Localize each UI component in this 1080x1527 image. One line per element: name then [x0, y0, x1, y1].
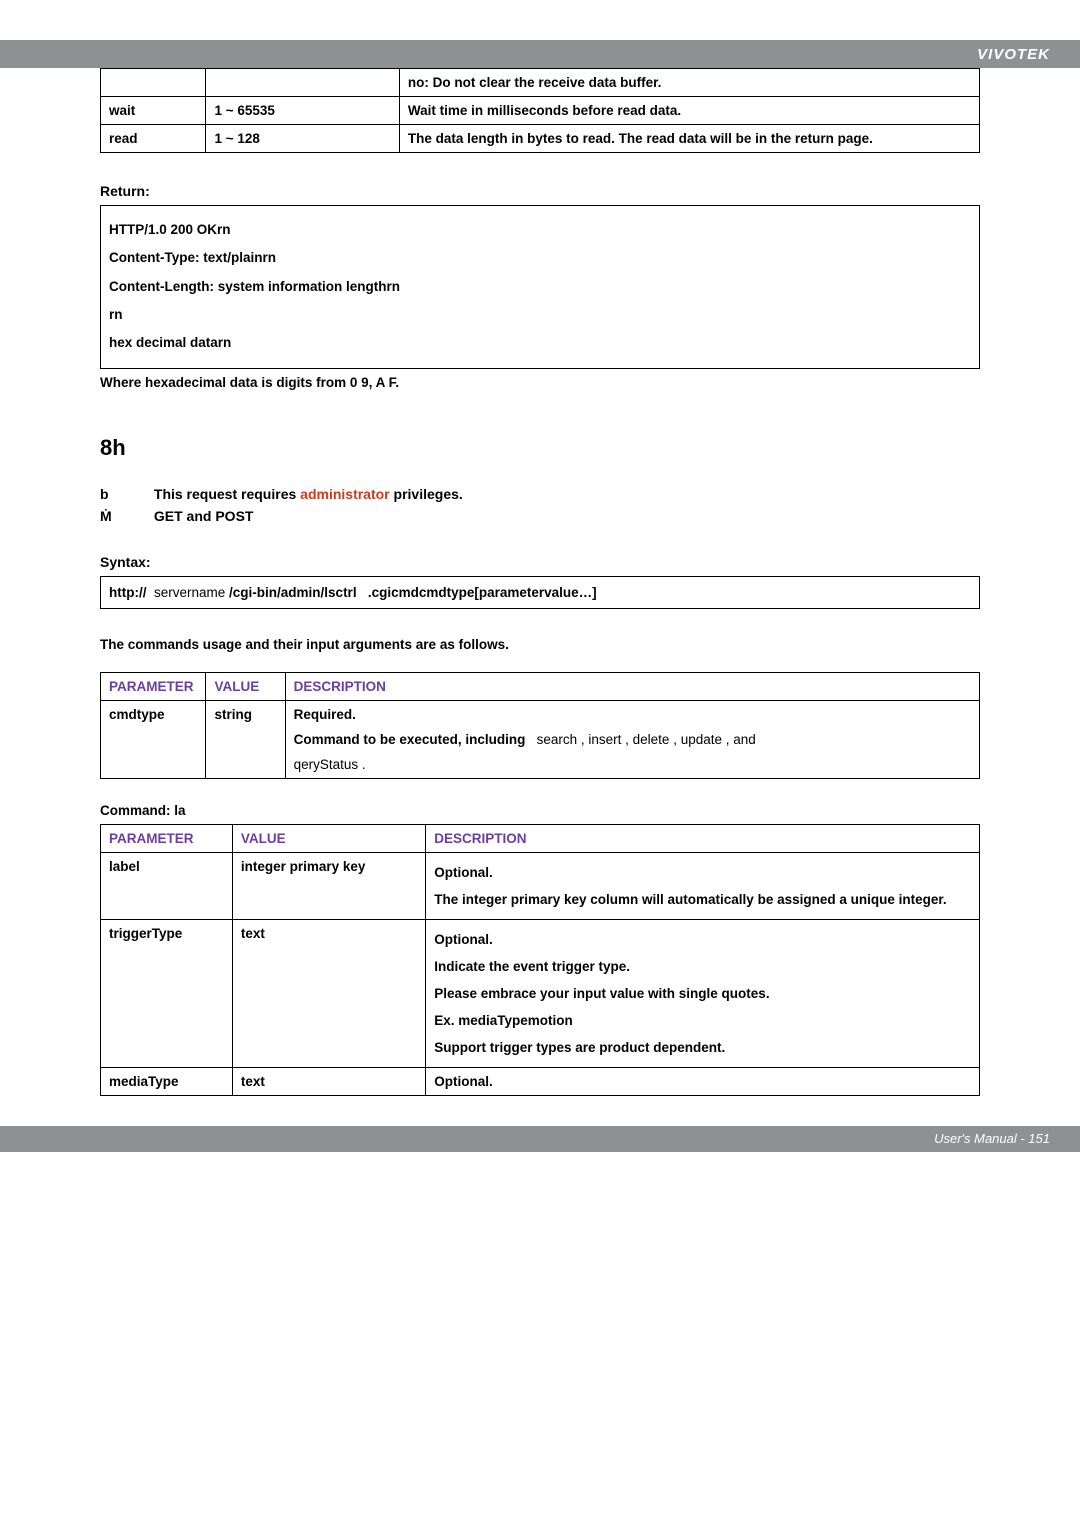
- usage-text: The commands usage and their input argum…: [100, 637, 980, 652]
- table-cmdtype: PARAMETER VALUE DESCRIPTION cmdtype stri…: [100, 672, 980, 779]
- cell: Required. Command to be executed, includ…: [285, 700, 979, 778]
- cell: Optional.: [426, 1067, 980, 1095]
- section-heading-glyph: 8h: [100, 435, 980, 461]
- cell: The data length in bytes to read. The re…: [399, 125, 979, 153]
- return-label: Return:: [100, 183, 980, 199]
- syntax-suffix: .cgicmdcmdtype[parametervalue…]: [368, 585, 597, 600]
- note-method-text: GET and POST: [154, 508, 254, 524]
- cell-text-a: Command to be executed, including: [294, 732, 530, 747]
- cell: [101, 69, 206, 97]
- cell-line: Command to be executed, including search…: [294, 732, 971, 747]
- cell: Optional. Indicate the event trigger typ…: [426, 919, 980, 1067]
- col-header: PARAMETER: [101, 824, 233, 852]
- syntax-prefix: http://: [109, 585, 146, 600]
- syntax-servername: servername: [154, 585, 225, 600]
- return-line: hex decimal datarn: [109, 329, 971, 357]
- table-row: triggerType text Optional. Indicate the …: [101, 919, 980, 1067]
- table-row: mediaType text Optional.: [101, 1067, 980, 1095]
- table-row: wait 1 ~ 65535 Wait time in milliseconds…: [101, 97, 980, 125]
- col-header: DESCRIPTION: [285, 672, 979, 700]
- table-row: read 1 ~ 128 The data length in bytes to…: [101, 125, 980, 153]
- cell: Optional. The integer primary key column…: [426, 852, 980, 919]
- cell: wait: [101, 97, 206, 125]
- return-box: HTTP/1.0 200 OKrn Content-Type: text/pla…: [100, 205, 980, 369]
- table-row: label integer primary key Optional. The …: [101, 852, 980, 919]
- table-row: no: Do not clear the receive data buffer…: [101, 69, 980, 97]
- cell: 1 ~ 128: [206, 125, 399, 153]
- col-header: VALUE: [206, 672, 285, 700]
- cell: no: Do not clear the receive data buffer…: [399, 69, 979, 97]
- col-header: DESCRIPTION: [426, 824, 980, 852]
- return-line: Content-Type: text/plainrn: [109, 244, 971, 272]
- table-header-row: PARAMETER VALUE DESCRIPTION: [101, 672, 980, 700]
- page-content: no: Do not clear the receive data buffer…: [0, 68, 1080, 1096]
- header-bar: VIVOTEK: [0, 40, 1080, 68]
- syntax-path: /cgi-bin/admin/lsctrl: [229, 585, 357, 600]
- cell-text-b: search , insert , delete , update , and: [537, 732, 756, 747]
- note-line-1: b This request requires administrator pr…: [100, 486, 980, 502]
- note-text: This request requires: [154, 486, 300, 502]
- cell: string: [206, 700, 285, 778]
- table-params-1: no: Do not clear the receive data buffer…: [100, 68, 980, 153]
- cell: triggerType: [101, 919, 233, 1067]
- cell: cmdtype: [101, 700, 206, 778]
- return-line: rn: [109, 301, 971, 329]
- col-header: VALUE: [232, 824, 425, 852]
- hex-note: Where hexadecimal data is digits from 0 …: [100, 375, 980, 390]
- note-bullet: Ṁ: [100, 508, 150, 524]
- table-command-insert: PARAMETER VALUE DESCRIPTION label intege…: [100, 824, 980, 1096]
- command-label: Command: la: [100, 803, 980, 818]
- cell: text: [232, 919, 425, 1067]
- admin-word: administrator: [300, 486, 389, 502]
- note-line-2: Ṁ GET and POST: [100, 508, 980, 524]
- cell: integer primary key: [232, 852, 425, 919]
- table-row: cmdtype string Required. Command to be e…: [101, 700, 980, 778]
- cell: Wait time in milliseconds before read da…: [399, 97, 979, 125]
- cell: text: [232, 1067, 425, 1095]
- cell-line: qeryStatus .: [294, 757, 971, 772]
- footer-bar: User's Manual - 151: [0, 1126, 1080, 1152]
- brand-text: VIVOTEK: [977, 46, 1050, 63]
- note-bullet: b: [100, 486, 150, 502]
- cell: 1 ~ 65535: [206, 97, 399, 125]
- footer-text: User's Manual - 151: [934, 1131, 1050, 1146]
- cell: read: [101, 125, 206, 153]
- return-line: Content-Length: system information lengt…: [109, 273, 971, 301]
- syntax-box: http:// servername /cgi-bin/admin/lsctrl…: [100, 576, 980, 609]
- note-text-b: privileges.: [390, 486, 463, 502]
- cell: [206, 69, 399, 97]
- cell-line: Required.: [294, 707, 971, 722]
- col-header: PARAMETER: [101, 672, 206, 700]
- cell: label: [101, 852, 233, 919]
- syntax-label: Syntax:: [100, 554, 980, 570]
- table-header-row: PARAMETER VALUE DESCRIPTION: [101, 824, 980, 852]
- return-line: HTTP/1.0 200 OKrn: [109, 216, 971, 244]
- cell: mediaType: [101, 1067, 233, 1095]
